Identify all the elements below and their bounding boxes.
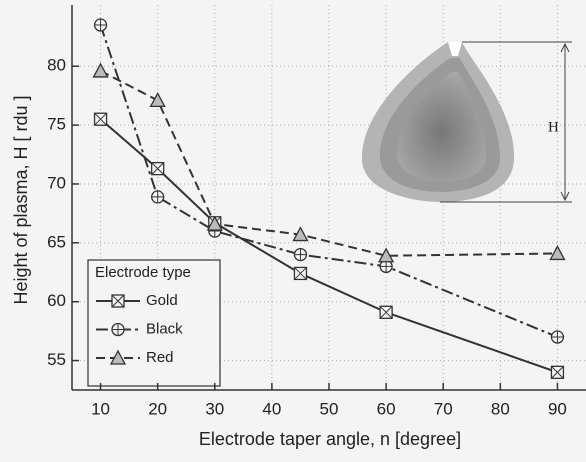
marker-part — [206, 215, 223, 231]
x-tick-label: 50 — [320, 399, 339, 418]
marker-part — [94, 112, 107, 126]
x-tick-label: 20 — [148, 399, 167, 418]
marker-part — [151, 162, 165, 176]
inset-image — [361, 41, 572, 203]
marker-part — [294, 267, 307, 280]
series-line — [99, 24, 558, 338]
y-tick-label: 75 — [47, 115, 66, 134]
marker-part — [551, 331, 564, 344]
series-line — [99, 118, 558, 374]
marker — [92, 62, 109, 78]
legend-label: Black — [146, 320, 183, 337]
marker-part — [111, 294, 125, 308]
x-tick-label: 40 — [262, 399, 281, 418]
marker — [151, 162, 165, 176]
marker — [293, 247, 308, 262]
marker-part — [149, 91, 166, 108]
marker — [111, 294, 125, 308]
x-tick-label: 80 — [491, 399, 510, 418]
y-tick-label: 70 — [47, 173, 66, 192]
legend-label: Red — [146, 349, 174, 366]
marker-part — [294, 248, 307, 261]
y-tick-label: 65 — [47, 232, 66, 251]
annotation: H — [548, 119, 559, 135]
marker — [151, 190, 165, 204]
marker — [93, 18, 108, 32]
legend-box — [87, 259, 221, 387]
marker — [111, 322, 125, 337]
legend-label: Gold — [146, 292, 178, 309]
x-tick-label: 60 — [377, 399, 396, 418]
marker-part — [151, 190, 164, 203]
marker — [206, 215, 223, 231]
marker-part — [292, 226, 309, 242]
marker-part — [92, 62, 109, 78]
legend-title: Electrode type — [95, 264, 191, 281]
legend: Electrode type Gold Black Red — [87, 259, 221, 387]
series-line — [100, 70, 558, 257]
x-tick-label: 10 — [91, 399, 110, 418]
marker — [549, 245, 566, 261]
marker — [93, 112, 108, 126]
x-tick-label: 30 — [205, 399, 224, 418]
marker-part — [379, 305, 393, 319]
marker-part — [549, 245, 566, 261]
marker — [109, 349, 127, 365]
x-tick-label: 70 — [434, 399, 453, 418]
y-tick-label: 60 — [47, 291, 66, 310]
marker-part — [112, 323, 124, 336]
y-tick-label: 55 — [47, 350, 66, 369]
marker — [293, 266, 308, 281]
marker-part — [551, 365, 564, 379]
x-axis-label: Electrode taper angle, n [degree] — [199, 429, 461, 449]
y-tick-label: 80 — [47, 56, 66, 75]
marker — [292, 226, 309, 242]
marker — [149, 91, 166, 108]
marker-part — [109, 349, 127, 365]
marker — [378, 247, 395, 263]
marker — [550, 330, 565, 344]
y-axis-label: Height of plasma, H [ rdu ] — [11, 95, 31, 304]
marker — [550, 365, 565, 379]
marker — [379, 305, 393, 319]
x-tick-label: 90 — [548, 399, 567, 418]
marker-part — [378, 247, 395, 263]
marker-part — [94, 19, 107, 32]
